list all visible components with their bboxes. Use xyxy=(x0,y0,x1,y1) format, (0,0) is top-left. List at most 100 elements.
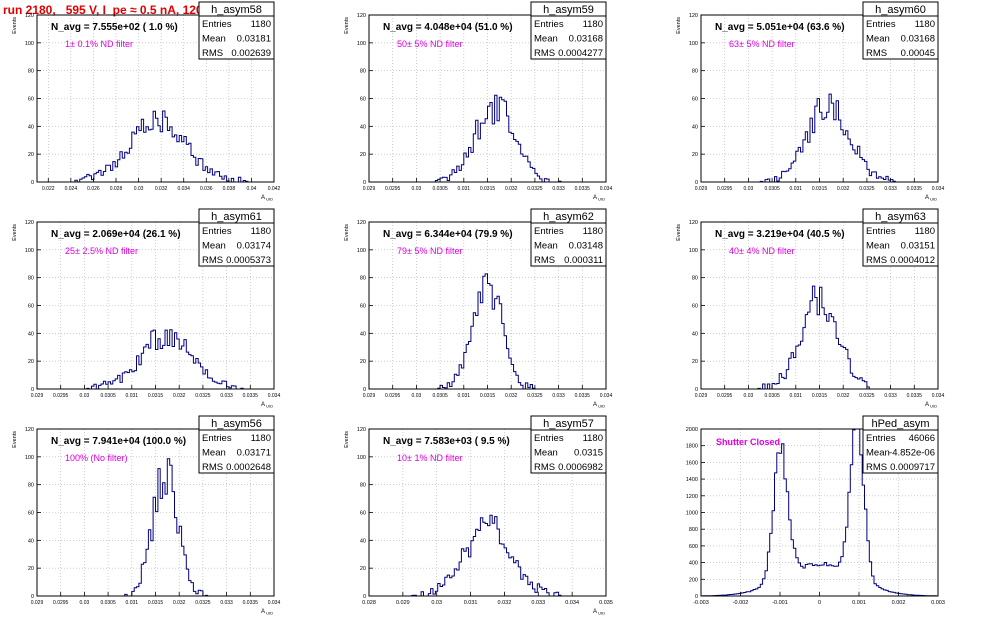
x-axis-title-sub: UID xyxy=(597,404,605,409)
y-tick-label: 1800 xyxy=(686,444,698,450)
x-tick-label: 0.031 xyxy=(464,600,478,606)
y-tick-label: 20 xyxy=(28,359,34,365)
y-tick-label: 100 xyxy=(25,248,34,254)
stats-box xyxy=(198,208,275,267)
x-tick-label: 0.0315 xyxy=(480,393,496,399)
x-tick-label: 0.03 xyxy=(744,186,754,192)
stats-title: h_asym62 xyxy=(543,211,594,223)
x-tick-label: 0.032 xyxy=(173,393,186,399)
y-tick-label: 1000 xyxy=(686,511,698,517)
stats-label: RMS xyxy=(534,255,555,266)
navg-label: N_avg = 2.069e+04 (26.1 %) xyxy=(51,229,181,240)
x-tick-label: 0.0315 xyxy=(480,186,496,192)
y-axis-title: Events xyxy=(12,431,18,448)
x-tick-label: 0.029 xyxy=(695,186,708,192)
x-axis-title: A UID xyxy=(593,402,605,409)
x-tick-label: 0.031 xyxy=(126,600,139,606)
x-tick-label: 0.0295 xyxy=(385,393,401,399)
y-axis-title: Events xyxy=(12,17,18,34)
x-tick-label: 0.0295 xyxy=(53,600,69,606)
x-tick-label: 0.032 xyxy=(505,393,518,399)
panel-hPed_asym: -0.003 -0.002 -0.001 0 0.001 0.002 0.003 0 200 40… xyxy=(664,414,996,621)
filter-annotation: 40± 4% ND filter xyxy=(729,246,794,256)
x-tick-label: 0.031 xyxy=(458,186,471,192)
stats-value: 1180 xyxy=(915,19,935,30)
y-tick-label: 0 xyxy=(31,387,34,393)
x-tick-label: 0.026 xyxy=(87,186,100,192)
x-tick-label: 0.034 xyxy=(600,186,613,192)
y-tick-label: 80 xyxy=(28,276,34,282)
y-tick-label: 80 xyxy=(28,483,34,489)
stats-label: Entries xyxy=(202,19,232,30)
x-axis-title: A UID xyxy=(593,609,605,616)
x-tick-label: 0.029 xyxy=(31,393,44,399)
y-axis-title: Events xyxy=(344,224,350,241)
x-tick-label: 0.03 xyxy=(744,393,754,399)
stats-value: 0.03168 xyxy=(569,34,603,45)
navg-label: N_avg = 3.219e+04 (40.5 %) xyxy=(715,229,845,240)
histogram-hPed_asym xyxy=(700,428,939,597)
y-tick-label: 400 xyxy=(689,561,698,567)
stats-label: RMS xyxy=(202,462,223,473)
x-tick-label: 0.001 xyxy=(852,600,866,606)
stats-title: h_asym58 xyxy=(211,4,262,16)
stats-value: 0.0004012 xyxy=(890,255,935,266)
stats-label: Entries xyxy=(866,226,896,237)
x-tick-label: 0.033 xyxy=(884,186,897,192)
y-tick-label: 40 xyxy=(28,538,34,544)
y-axis-title: Events xyxy=(12,224,18,241)
stats-box xyxy=(530,208,607,267)
x-tick-label: 0.031 xyxy=(458,393,471,399)
filter-annotation: Shutter Closed xyxy=(716,437,780,447)
x-tick-label: 0.0325 xyxy=(527,393,543,399)
x-tick-label: 0.03 xyxy=(134,186,144,192)
x-axis-title: A UID xyxy=(261,402,273,409)
stats-label: Mean xyxy=(202,34,226,45)
navg-label: N_avg = 4.048e+04 (51.0 %) xyxy=(383,22,513,33)
x-tick-label: 0.034 xyxy=(268,600,281,606)
y-tick-label: 100 xyxy=(357,455,366,461)
y-axis-title: Events xyxy=(344,17,350,34)
stats-box xyxy=(198,415,275,474)
x-tick-label: 0.0335 xyxy=(243,600,259,606)
stats-label: Entries xyxy=(866,19,896,30)
stats-value: 0.0002648 xyxy=(226,462,271,473)
stats-title: h_asym63 xyxy=(875,211,926,223)
x-tick-label: 0.029 xyxy=(363,186,376,192)
x-tick-label: 0.029 xyxy=(363,393,376,399)
x-tick-label: 0.03 xyxy=(412,186,422,192)
x-tick-label: 0.0325 xyxy=(527,186,543,192)
stats-box xyxy=(862,208,939,267)
stats-value: 1180 xyxy=(583,226,603,237)
stats-label: Mean xyxy=(866,34,890,45)
y-tick-label: 100 xyxy=(25,41,34,47)
x-axis-title-sub: UID xyxy=(597,611,605,616)
x-axis-title-sub: UID xyxy=(265,197,273,202)
y-tick-label: 2000 xyxy=(686,427,698,433)
y-tick-label: 60 xyxy=(692,97,698,103)
stats-label: RMS xyxy=(866,462,887,473)
histogram-h_asym63 xyxy=(701,285,938,390)
y-tick-label: 60 xyxy=(360,511,366,517)
stats-title: h_asym57 xyxy=(543,418,594,430)
y-tick-label: 0 xyxy=(695,180,698,186)
x-tick-label: 0.0315 xyxy=(148,600,164,606)
x-tick-label: 0.029 xyxy=(31,600,44,606)
y-tick-label: 100 xyxy=(689,41,698,47)
x-tick-label: 0.032 xyxy=(837,186,850,192)
stats-value: 1180 xyxy=(583,433,603,444)
x-tick-label: 0.042 xyxy=(268,186,281,192)
y-tick-label: 40 xyxy=(28,124,34,130)
y-tick-label: 120 xyxy=(689,220,698,226)
x-tick-label: 0.034 xyxy=(565,600,579,606)
stats-label: Mean xyxy=(534,241,558,252)
y-tick-label: 40 xyxy=(360,538,366,544)
x-tick-label: 0.035 xyxy=(599,600,613,606)
x-tick-label: 0.029 xyxy=(396,600,410,606)
y-tick-label: 20 xyxy=(692,152,698,158)
x-tick-label: 0.0325 xyxy=(195,393,211,399)
y-tick-label: 80 xyxy=(360,276,366,282)
y-tick-label: 0 xyxy=(31,594,34,600)
x-tick-label: 0.033 xyxy=(220,393,233,399)
x-tick-label: 0.029 xyxy=(695,393,708,399)
